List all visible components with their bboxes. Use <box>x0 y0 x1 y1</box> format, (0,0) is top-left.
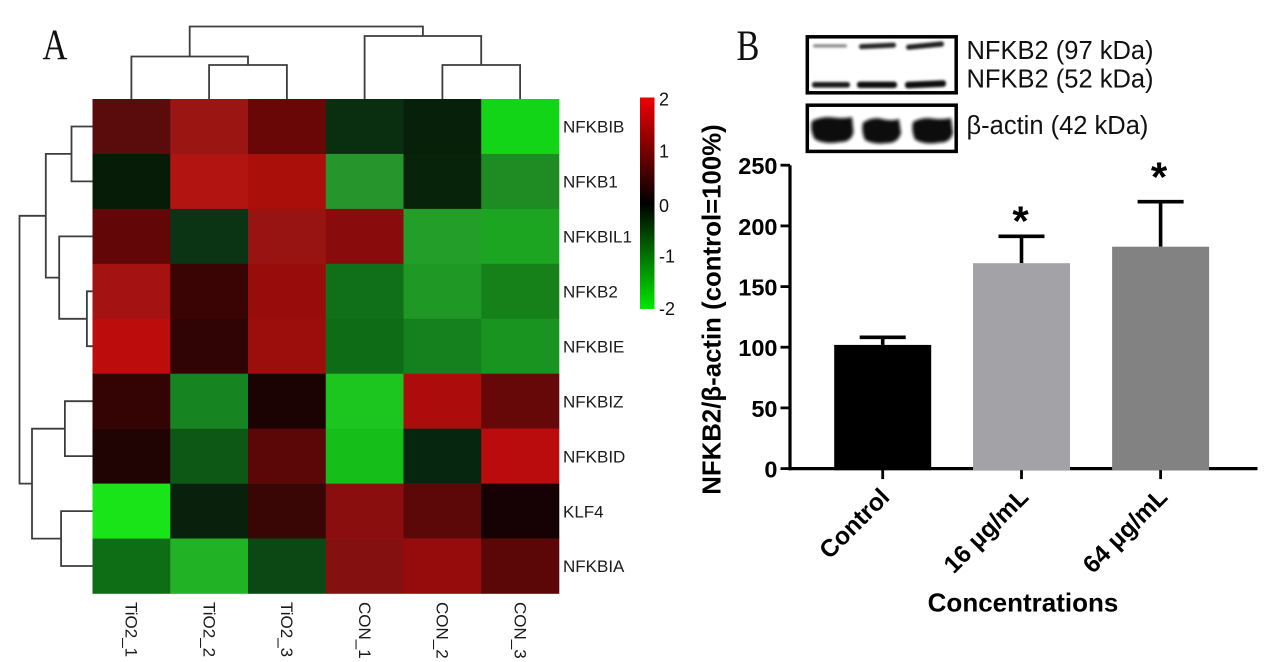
svg-text:*: * <box>1012 197 1029 244</box>
svg-text:200: 200 <box>738 214 777 240</box>
svg-text:NFKBIA: NFKBIA <box>563 557 625 576</box>
svg-text:NFKB2: NFKB2 <box>563 283 618 302</box>
svg-text:NFKBIL1: NFKBIL1 <box>563 228 632 247</box>
svg-text:NFKBIE: NFKBIE <box>563 337 624 356</box>
svg-text:NFKBIB: NFKBIB <box>563 118 624 137</box>
svg-text:A: A <box>43 21 68 69</box>
svg-text:NFKB2/β-actin (control=100%): NFKB2/β-actin (control=100%) <box>699 124 727 495</box>
svg-text:β-actin (42 kDa): β-actin (42 kDa) <box>967 112 1149 140</box>
svg-text:*: * <box>1151 153 1168 200</box>
svg-text:150: 150 <box>738 275 777 301</box>
svg-text:B: B <box>737 22 760 70</box>
svg-text:TiO2_3: TiO2_3 <box>277 602 296 657</box>
svg-text:-2: -2 <box>659 299 675 319</box>
svg-text:50: 50 <box>751 396 777 422</box>
svg-text:2: 2 <box>659 90 669 110</box>
svg-text:0: 0 <box>764 457 777 483</box>
svg-text:TiO2_2: TiO2_2 <box>199 602 218 657</box>
svg-text:CON_1: CON_1 <box>355 602 374 659</box>
svg-text:Concentrations: Concentrations <box>928 588 1119 618</box>
svg-text:-1: -1 <box>659 247 675 267</box>
svg-text:NFKBIZ: NFKBIZ <box>563 392 623 411</box>
svg-text:NFKB2 (52 kDa): NFKB2 (52 kDa) <box>967 65 1154 93</box>
svg-text:NFKBID: NFKBID <box>563 447 625 466</box>
svg-text:NFKB1: NFKB1 <box>563 173 618 192</box>
svg-text:CON_2: CON_2 <box>433 602 452 659</box>
svg-text:1: 1 <box>659 142 669 162</box>
svg-text:250: 250 <box>738 153 777 179</box>
svg-text:TiO2_1: TiO2_1 <box>122 602 141 657</box>
svg-text:CON_3: CON_3 <box>510 602 529 659</box>
svg-text:KLF4: KLF4 <box>563 502 604 521</box>
svg-text:NFKB2 (97 kDa): NFKB2 (97 kDa) <box>967 37 1154 65</box>
svg-text:100: 100 <box>738 335 777 361</box>
svg-text:0: 0 <box>659 196 669 216</box>
